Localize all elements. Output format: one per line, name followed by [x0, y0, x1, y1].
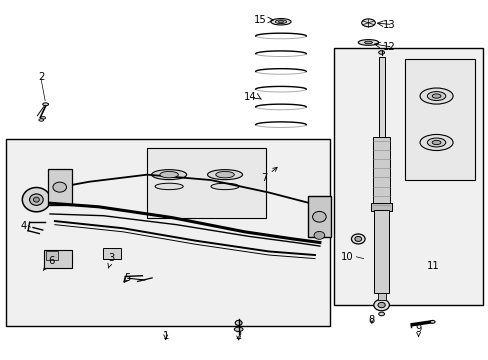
Bar: [370, 203, 391, 211]
Bar: [334, 48, 482, 305]
Ellipse shape: [427, 91, 445, 100]
Ellipse shape: [207, 170, 242, 180]
Ellipse shape: [364, 41, 372, 44]
Bar: [147, 148, 266, 217]
Ellipse shape: [358, 40, 378, 45]
Ellipse shape: [155, 183, 183, 190]
Ellipse shape: [361, 19, 374, 27]
Ellipse shape: [33, 197, 39, 202]
Bar: [307, 196, 330, 237]
Ellipse shape: [378, 51, 384, 54]
Ellipse shape: [378, 312, 384, 316]
Ellipse shape: [377, 302, 385, 308]
Bar: [373, 210, 388, 293]
Ellipse shape: [373, 299, 388, 311]
Bar: [378, 57, 384, 158]
Ellipse shape: [431, 140, 440, 145]
Ellipse shape: [151, 170, 186, 180]
Ellipse shape: [22, 188, 50, 212]
Ellipse shape: [313, 231, 324, 239]
Ellipse shape: [312, 211, 325, 222]
Text: 6: 6: [43, 256, 54, 270]
Ellipse shape: [351, 234, 365, 244]
Text: 12: 12: [382, 42, 394, 52]
Text: 2: 2: [235, 332, 242, 342]
Text: 14: 14: [244, 92, 256, 102]
Ellipse shape: [354, 237, 361, 242]
Bar: [404, 59, 474, 180]
Ellipse shape: [235, 320, 242, 325]
Text: 1: 1: [162, 332, 168, 342]
Bar: [377, 293, 385, 300]
Ellipse shape: [419, 88, 452, 104]
Bar: [6, 139, 329, 327]
Text: 4: 4: [20, 221, 26, 231]
Ellipse shape: [275, 20, 286, 23]
Text: 3: 3: [108, 253, 115, 268]
Text: 2: 2: [38, 72, 44, 82]
Ellipse shape: [210, 183, 239, 190]
Text: 5: 5: [124, 273, 131, 283]
Ellipse shape: [160, 171, 178, 178]
Text: 9: 9: [414, 324, 421, 337]
Ellipse shape: [53, 182, 66, 192]
Text: 8: 8: [368, 315, 374, 325]
Ellipse shape: [278, 21, 283, 23]
Text: 11: 11: [426, 261, 439, 271]
Ellipse shape: [270, 18, 290, 25]
Ellipse shape: [427, 138, 445, 147]
Ellipse shape: [30, 194, 43, 205]
Ellipse shape: [215, 171, 234, 178]
Text: 13: 13: [382, 19, 394, 30]
Bar: [47, 169, 72, 205]
Ellipse shape: [431, 94, 440, 98]
Bar: [372, 137, 389, 208]
Text: 7: 7: [260, 167, 277, 183]
Text: 10: 10: [340, 252, 353, 262]
Ellipse shape: [419, 134, 452, 150]
Bar: [102, 248, 121, 258]
Ellipse shape: [429, 320, 434, 323]
Bar: [46, 251, 58, 260]
Ellipse shape: [39, 119, 43, 121]
Ellipse shape: [41, 117, 45, 119]
Text: 15: 15: [253, 15, 266, 25]
Bar: [44, 249, 72, 268]
Ellipse shape: [42, 103, 48, 106]
Ellipse shape: [234, 327, 243, 332]
